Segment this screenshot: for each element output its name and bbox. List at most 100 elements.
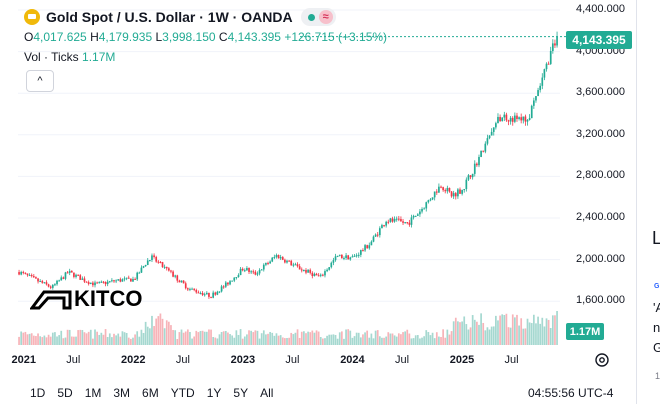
- candle-body: [96, 282, 98, 284]
- timeframe-ytd[interactable]: YTD: [170, 386, 195, 400]
- volume-bar: [81, 329, 84, 345]
- volume-bar: [165, 320, 168, 345]
- volume-bar: [117, 333, 120, 345]
- candle-body: [106, 281, 109, 285]
- time-tick-label: Jul: [66, 354, 81, 366]
- market-status-pill[interactable]: ≈: [300, 8, 336, 26]
- candle-body: [89, 282, 92, 284]
- volume-bar: [54, 332, 56, 345]
- candle-body: [258, 270, 261, 274]
- candle-body: [395, 218, 398, 220]
- volume-bar: [100, 332, 103, 345]
- candle-body: [49, 286, 52, 288]
- candle-body: [155, 256, 158, 262]
- volume-bar: [410, 338, 413, 345]
- candle-body: [265, 262, 267, 265]
- timeframe-5y[interactable]: 5Y: [233, 386, 249, 400]
- volume-bar: [70, 336, 73, 345]
- change-value: +126.715 (+3.15%): [284, 30, 388, 44]
- volume-bar: [197, 332, 200, 345]
- candle-body: [324, 271, 326, 276]
- volume-bar: [62, 338, 65, 345]
- volume-bar: [45, 337, 48, 345]
- time-tick-label: 2024: [340, 354, 365, 366]
- gear-icon[interactable]: [594, 352, 610, 368]
- open-value: 4,017.625: [33, 30, 87, 44]
- side-panel-headline-line2[interactable]: n: [653, 320, 660, 335]
- candle-body: [231, 280, 233, 282]
- volume-bar: [89, 329, 92, 345]
- volume-bar: [155, 318, 158, 345]
- volume-bar: [106, 337, 109, 345]
- candle-body: [296, 264, 299, 267]
- volume-bar: [364, 332, 366, 345]
- volume-bar: [224, 330, 227, 345]
- volume-bar: [341, 331, 343, 345]
- candle-body: [159, 262, 162, 264]
- collapse-legend-button[interactable]: ^: [26, 70, 54, 92]
- candle-body: [501, 117, 504, 121]
- chart-grid: [18, 9, 560, 302]
- side-panel-headline-line1[interactable]: 'A: [653, 300, 660, 315]
- volume-bar: [511, 314, 514, 345]
- candle-body: [509, 117, 512, 122]
- timeframe-5d[interactable]: 5D: [57, 386, 73, 400]
- price-chart[interactable]: [0, 0, 636, 404]
- candle-body: [149, 260, 151, 262]
- gold-coin-icon: [24, 9, 40, 25]
- candle-body: [298, 266, 301, 270]
- side-panel-headline-line3[interactable]: G: [653, 340, 660, 355]
- volume-legend[interactable]: Vol · Ticks 1.17M: [24, 50, 115, 64]
- candle-body: [518, 117, 520, 119]
- candle-body: [484, 143, 487, 152]
- candle-body: [452, 193, 455, 197]
- volume-bar: [353, 336, 356, 345]
- chevron-up-icon: ^: [37, 75, 43, 87]
- volume-bar: [537, 316, 539, 345]
- candle-body: [203, 294, 206, 296]
- volume-bar: [391, 333, 394, 345]
- volume-bar: [203, 331, 206, 345]
- candle-body: [465, 179, 468, 190]
- open-label: O: [24, 30, 34, 44]
- candle-body: [438, 186, 440, 193]
- volume-bar: [113, 333, 115, 345]
- chart-clock[interactable]: 04:55:56 UTC-4: [528, 386, 614, 400]
- volume-bar: [233, 337, 236, 345]
- timeframe-3m[interactable]: 3M: [113, 386, 131, 400]
- volume-bar: [374, 330, 377, 345]
- candle-body: [233, 277, 236, 281]
- time-tick-label: 2023: [230, 354, 256, 366]
- volume-bar: [85, 333, 88, 345]
- timeframe-6m[interactable]: 6M: [142, 386, 159, 400]
- timeframe-all[interactable]: All: [260, 386, 274, 400]
- timeframe-1y[interactable]: 1Y: [206, 386, 222, 400]
- candle-body: [132, 278, 134, 282]
- volume-bar: [269, 331, 271, 345]
- volume-bar: [357, 332, 360, 345]
- timeframe-1d[interactable]: 1D: [30, 386, 46, 400]
- volume-bar: [284, 338, 286, 345]
- symbol-title[interactable]: Gold Spot / U.S. Dollar · 1W · OANDA ≈: [24, 8, 336, 26]
- candle-body: [330, 262, 333, 268]
- candle-body: [357, 254, 360, 256]
- candle-body: [271, 257, 274, 262]
- volume-value: 1.17M: [82, 50, 116, 64]
- candle-body: [338, 254, 341, 256]
- volume-bar: [182, 332, 185, 345]
- volume-bar: [265, 334, 267, 345]
- timeframe-1m[interactable]: 1M: [84, 386, 102, 400]
- candle-body: [284, 259, 286, 263]
- volume-bar: [279, 335, 282, 345]
- candle-body: [376, 234, 379, 236]
- candle-body: [218, 291, 221, 293]
- candles: [18, 31, 558, 299]
- volume-bar: [123, 332, 126, 345]
- candle-body: [547, 63, 550, 65]
- candle-body: [311, 272, 314, 277]
- candle-body: [123, 278, 126, 280]
- candle-body: [482, 150, 485, 152]
- volume-bar: [24, 331, 27, 345]
- candle-body: [355, 255, 358, 257]
- candle-body: [490, 131, 493, 136]
